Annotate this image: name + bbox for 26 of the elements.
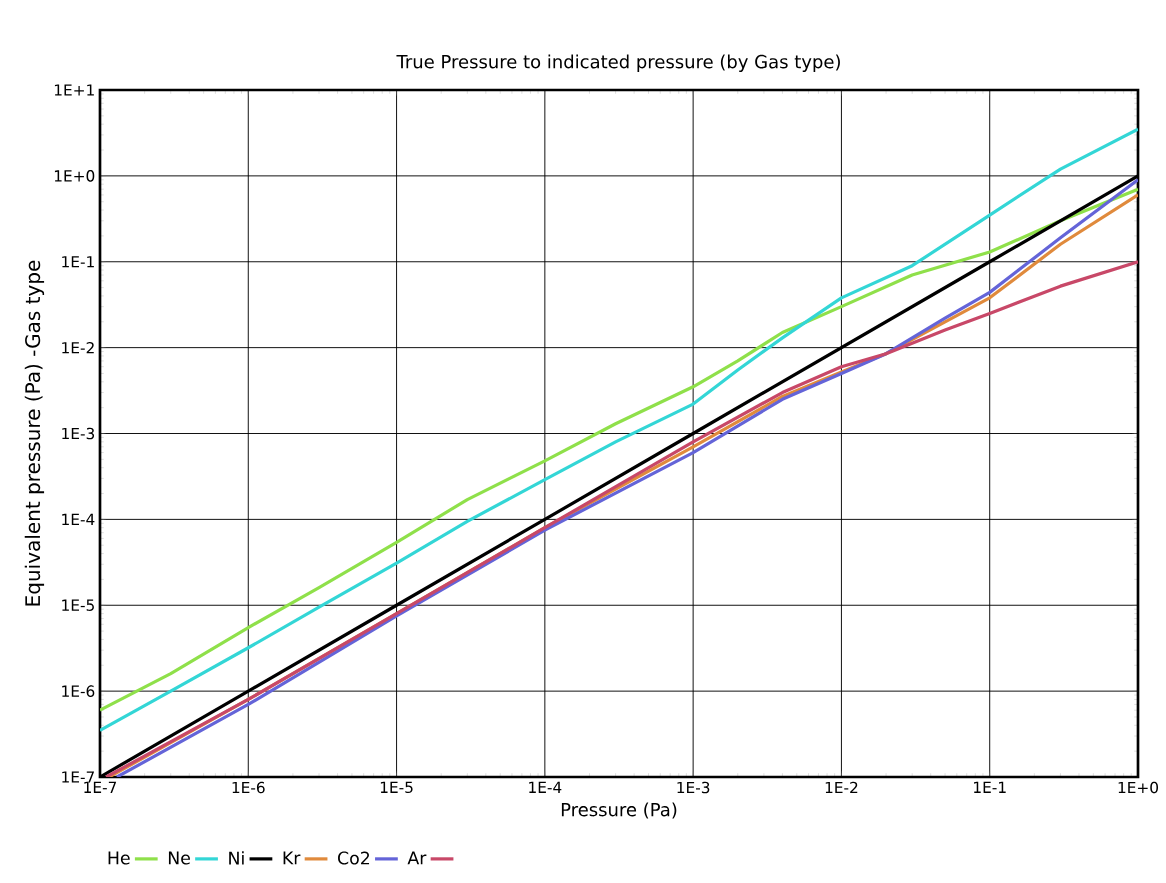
y-tick-label: 1E-1 [62, 256, 94, 268]
legend-label: Co2 [338, 851, 370, 865]
y-tick-label: 1E+0 [54, 170, 95, 182]
legend-label: He [108, 851, 130, 865]
y-tick-label: 1E-5 [62, 599, 94, 611]
y-tick-label: 1E-7 [62, 771, 94, 783]
y-tick-label: 1E-3 [62, 427, 95, 440]
x-tick-label: 1E-4 [529, 781, 562, 793]
y-tick-label: 1E-4 [62, 513, 95, 525]
y-axis-title: Equivalent pressure (Pa) -Gas type [24, 260, 45, 606]
y-tick-label: 1E-6 [62, 685, 95, 697]
legend-label: Ne [168, 851, 190, 865]
y-tick-label: 1E+1 [54, 84, 94, 96]
x-tick-label: 1E-2 [825, 781, 858, 794]
legend-label: Kr [283, 851, 301, 865]
y-tick-label: 1E-2 [62, 341, 94, 354]
x-tick-label: 1E+0 [1118, 781, 1159, 794]
chart-title: True Pressure to indicated pressure (by Gas type) [396, 54, 840, 72]
x-tick-label: 1E-5 [380, 781, 413, 794]
legend-label: Ni [229, 851, 244, 865]
x-tick-label: 1E-7 [84, 781, 117, 793]
legend-label: Ar [407, 851, 427, 865]
x-tick-label: 1E-3 [677, 781, 710, 794]
x-axis-title: Pressure (Pa) [561, 802, 677, 819]
x-tick-label: 1E-1 [974, 781, 1006, 793]
x-tick-label: 1E-6 [232, 781, 265, 794]
